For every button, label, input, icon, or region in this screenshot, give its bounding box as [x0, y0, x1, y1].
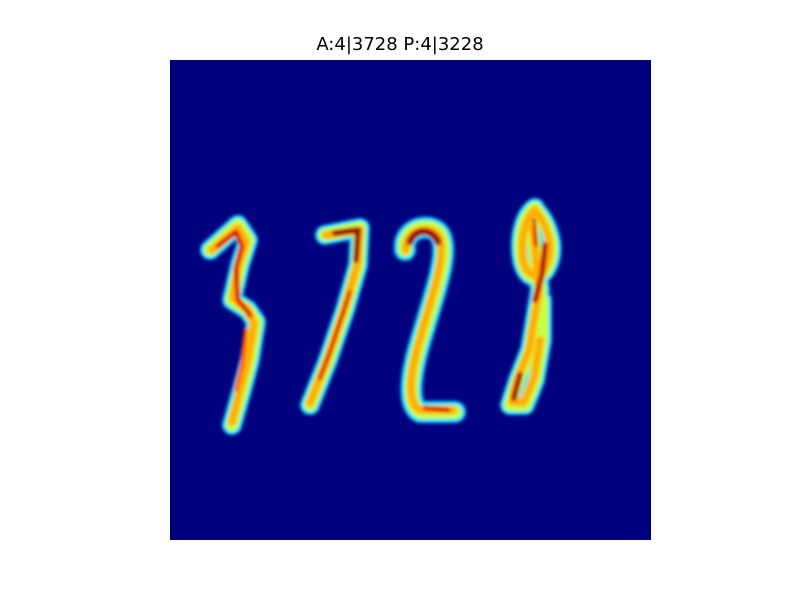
digit-3-first — [200, 215, 266, 435]
digit-2 — [393, 216, 466, 423]
figure-title: A:4|3728 P:4|3228 — [316, 34, 484, 55]
digit-7 — [300, 218, 370, 415]
digit-8 — [500, 198, 562, 415]
digit-heatmap-image — [170, 60, 651, 540]
digit-strokes — [200, 198, 562, 435]
